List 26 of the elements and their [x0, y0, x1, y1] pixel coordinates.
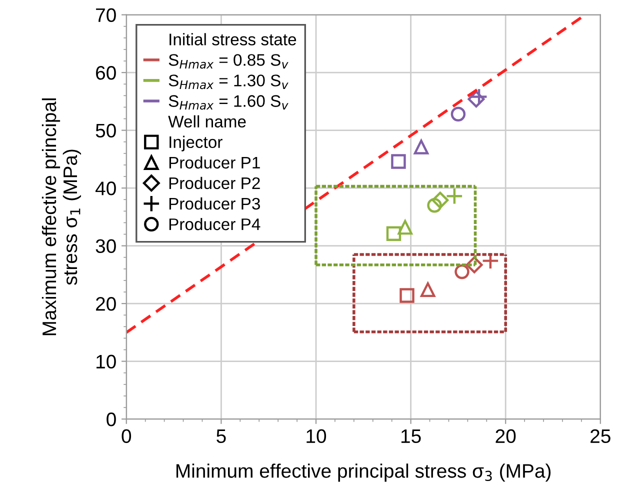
- y-tick-label: 20: [96, 297, 116, 311]
- y-tick-label: 50: [96, 124, 116, 138]
- x-tick-label: 5: [216, 429, 226, 444]
- annotation: Producer P3: [169, 197, 260, 210]
- annotation: Producer P2: [169, 176, 260, 190]
- y-tick-label: 0: [106, 412, 116, 426]
- y-tick-label: 70: [96, 8, 116, 22]
- x-tick-label: 20: [496, 429, 516, 444]
- annotation: Well name: [168, 115, 246, 128]
- y-tick-label: 10: [96, 354, 116, 369]
- annotation: Producer P4: [169, 218, 260, 230]
- annotation: Injector: [170, 136, 222, 152]
- x-tick-label: 10: [306, 429, 326, 444]
- x-tick-label: 0: [122, 429, 132, 444]
- y-tick-label: 30: [96, 239, 116, 254]
- legend-label: S$_{Hmax}$ = 1.30 S$_{v}$: [168, 74, 288, 90]
- legend-label: S$_{Hmax}$ = 0.85 S$_{v}$: [168, 54, 288, 69]
- y-tick-label: 60: [96, 66, 116, 80]
- x-axis-title: Minimum effective principal stress σ$_{3}$ (MPa): [176, 464, 551, 482]
- x-tick-label: 25: [590, 429, 610, 444]
- legend-title: Initial stress state: [170, 33, 296, 46]
- annotation: Producer P1: [169, 156, 260, 169]
- y-tick-label: 40: [96, 182, 116, 196]
- legend-label: S$_{Hmax}$ = 1.60 S$_{v}$: [168, 95, 288, 110]
- x-tick-label: 15: [401, 429, 421, 444]
- y-axis-title: Maximum effective principal stress σ$_{1}$ (MPa): [42, 98, 81, 336]
